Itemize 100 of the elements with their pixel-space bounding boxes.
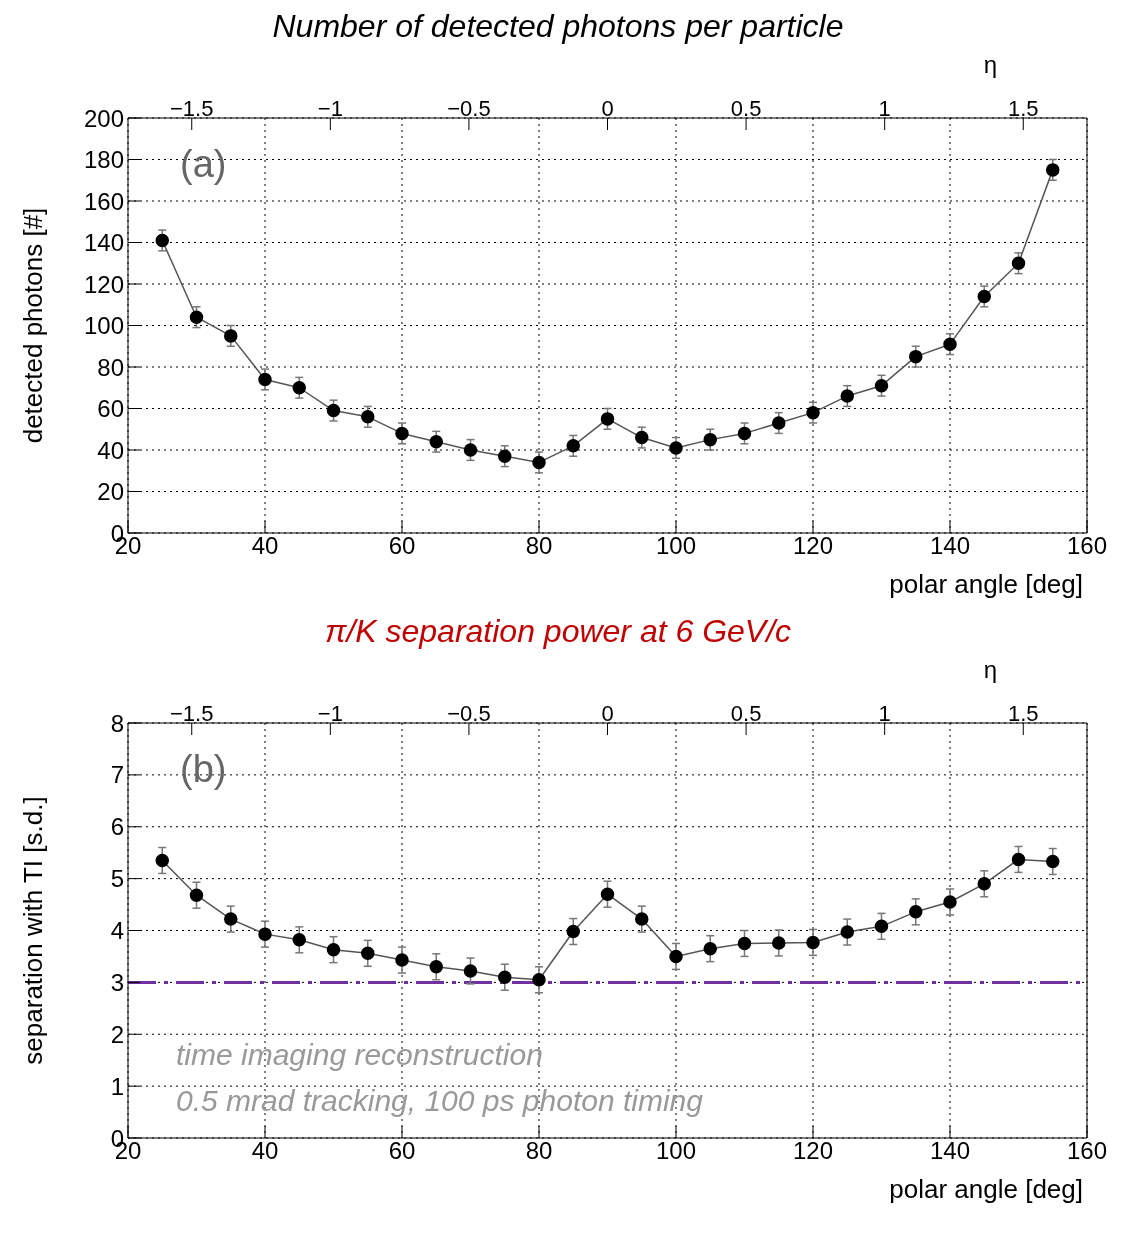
- point: [429, 960, 443, 974]
- point: [361, 946, 375, 961]
- x2-tick-label: 0.5: [730, 701, 762, 726]
- chart-title: Number of detected photons per particle: [271, 8, 845, 46]
- x2-tick-label: −1: [317, 96, 343, 121]
- annotation: (a): [180, 143, 227, 186]
- point: [463, 964, 478, 978]
- point: [737, 936, 752, 951]
- point: [806, 405, 820, 420]
- x-tick-label: 140: [929, 1137, 971, 1165]
- y-tick-label: 60: [97, 395, 124, 423]
- x2-tick-label: 1.5: [1007, 701, 1039, 726]
- y-tick-label: 140: [83, 229, 124, 257]
- x2-tick-label: −1.5: [170, 96, 214, 121]
- x2-tick-label: 1: [878, 96, 891, 121]
- x2-tick-label: 0: [601, 96, 614, 121]
- x2-tick-label: −1.5: [170, 701, 214, 726]
- x2-tick-label: 0.5: [730, 96, 762, 121]
- point: [1011, 852, 1026, 867]
- point: [806, 935, 820, 950]
- x-tick-label: 160: [1066, 532, 1108, 560]
- point: [600, 412, 615, 426]
- x-tick-label: 60: [388, 1137, 416, 1165]
- point: [772, 936, 786, 950]
- point: [943, 895, 957, 909]
- x2-tick-label: −0.5: [447, 96, 491, 121]
- point: [1046, 163, 1060, 177]
- x2-tick-label: −0.5: [447, 701, 491, 726]
- y-tick-label: 4: [110, 917, 124, 945]
- point: [635, 430, 649, 445]
- point: [532, 455, 546, 470]
- y-tick-label: 2: [110, 1020, 124, 1048]
- point: [498, 970, 512, 984]
- point: [395, 953, 409, 967]
- point: [463, 443, 478, 457]
- point: [532, 973, 546, 987]
- y-axis-title: separation with TI [s.d.]: [18, 796, 49, 1065]
- x-tick-label: 120: [792, 1137, 834, 1165]
- point: [909, 905, 923, 919]
- annotation: 0.5 mrad tracking, 100 ps photon timing: [176, 1084, 703, 1119]
- point: [498, 449, 512, 463]
- point: [258, 372, 272, 387]
- point: [395, 426, 409, 441]
- point: [1046, 854, 1060, 869]
- point: [155, 233, 169, 248]
- y-tick-label: 80: [97, 353, 124, 381]
- x2-axis-title: η: [983, 656, 997, 684]
- point: [669, 441, 683, 455]
- chart-title: π/K separation power at 6 GeV/c: [323, 613, 793, 651]
- y-tick-label: 7: [110, 761, 124, 789]
- point: [977, 289, 991, 304]
- point: [1011, 256, 1026, 270]
- point: [566, 439, 580, 453]
- point: [909, 349, 923, 364]
- x2-tick-label: 1: [878, 701, 891, 726]
- point: [840, 925, 854, 939]
- x-tick-label: 40: [251, 532, 279, 560]
- x-tick-label: 80: [525, 1137, 553, 1165]
- x-tick-label: 100: [655, 1137, 697, 1165]
- x-tick-label: 60: [388, 532, 416, 560]
- point: [189, 888, 204, 902]
- point: [943, 337, 957, 351]
- x-tick-label: 40: [251, 1137, 279, 1165]
- annotation: time imaging reconstruction: [176, 1038, 543, 1073]
- point: [361, 410, 375, 424]
- x-tick-label: 140: [929, 532, 971, 560]
- x2-tick-label: 0: [601, 701, 614, 726]
- x2-axis-title: η: [983, 51, 997, 79]
- point: [292, 933, 306, 947]
- point: [224, 329, 238, 343]
- x-tick-label: 120: [792, 532, 834, 560]
- point: [840, 389, 854, 403]
- point: [292, 381, 306, 395]
- x-tick-label: 160: [1066, 1137, 1108, 1165]
- point: [703, 432, 717, 447]
- point: [635, 912, 649, 926]
- x-tick-label: 80: [525, 532, 553, 560]
- x-axis-title: polar angle [deg]: [889, 1174, 1083, 1204]
- point: [224, 912, 238, 926]
- y-tick-label: 40: [97, 436, 124, 464]
- y-tick-label: 180: [83, 146, 124, 174]
- point: [155, 853, 169, 868]
- y-tick-label: 20: [97, 478, 124, 506]
- x-axis-title: polar angle [deg]: [889, 569, 1083, 599]
- y-tick-label: 6: [110, 813, 124, 841]
- y-tick-label: 3: [110, 968, 124, 996]
- y-tick-label: 5: [110, 865, 124, 893]
- point: [977, 877, 991, 891]
- point: [189, 310, 204, 324]
- y-tick-label: 100: [83, 312, 124, 340]
- y-tick-label: 1: [110, 1072, 124, 1100]
- point: [874, 378, 889, 393]
- y-tick-label: 120: [83, 270, 124, 298]
- point: [772, 416, 786, 430]
- x2-tick-label: −1: [317, 701, 343, 726]
- point: [258, 927, 272, 941]
- point: [669, 949, 683, 964]
- y-tick-label: 200: [83, 104, 124, 132]
- point: [326, 942, 341, 957]
- point: [874, 919, 889, 934]
